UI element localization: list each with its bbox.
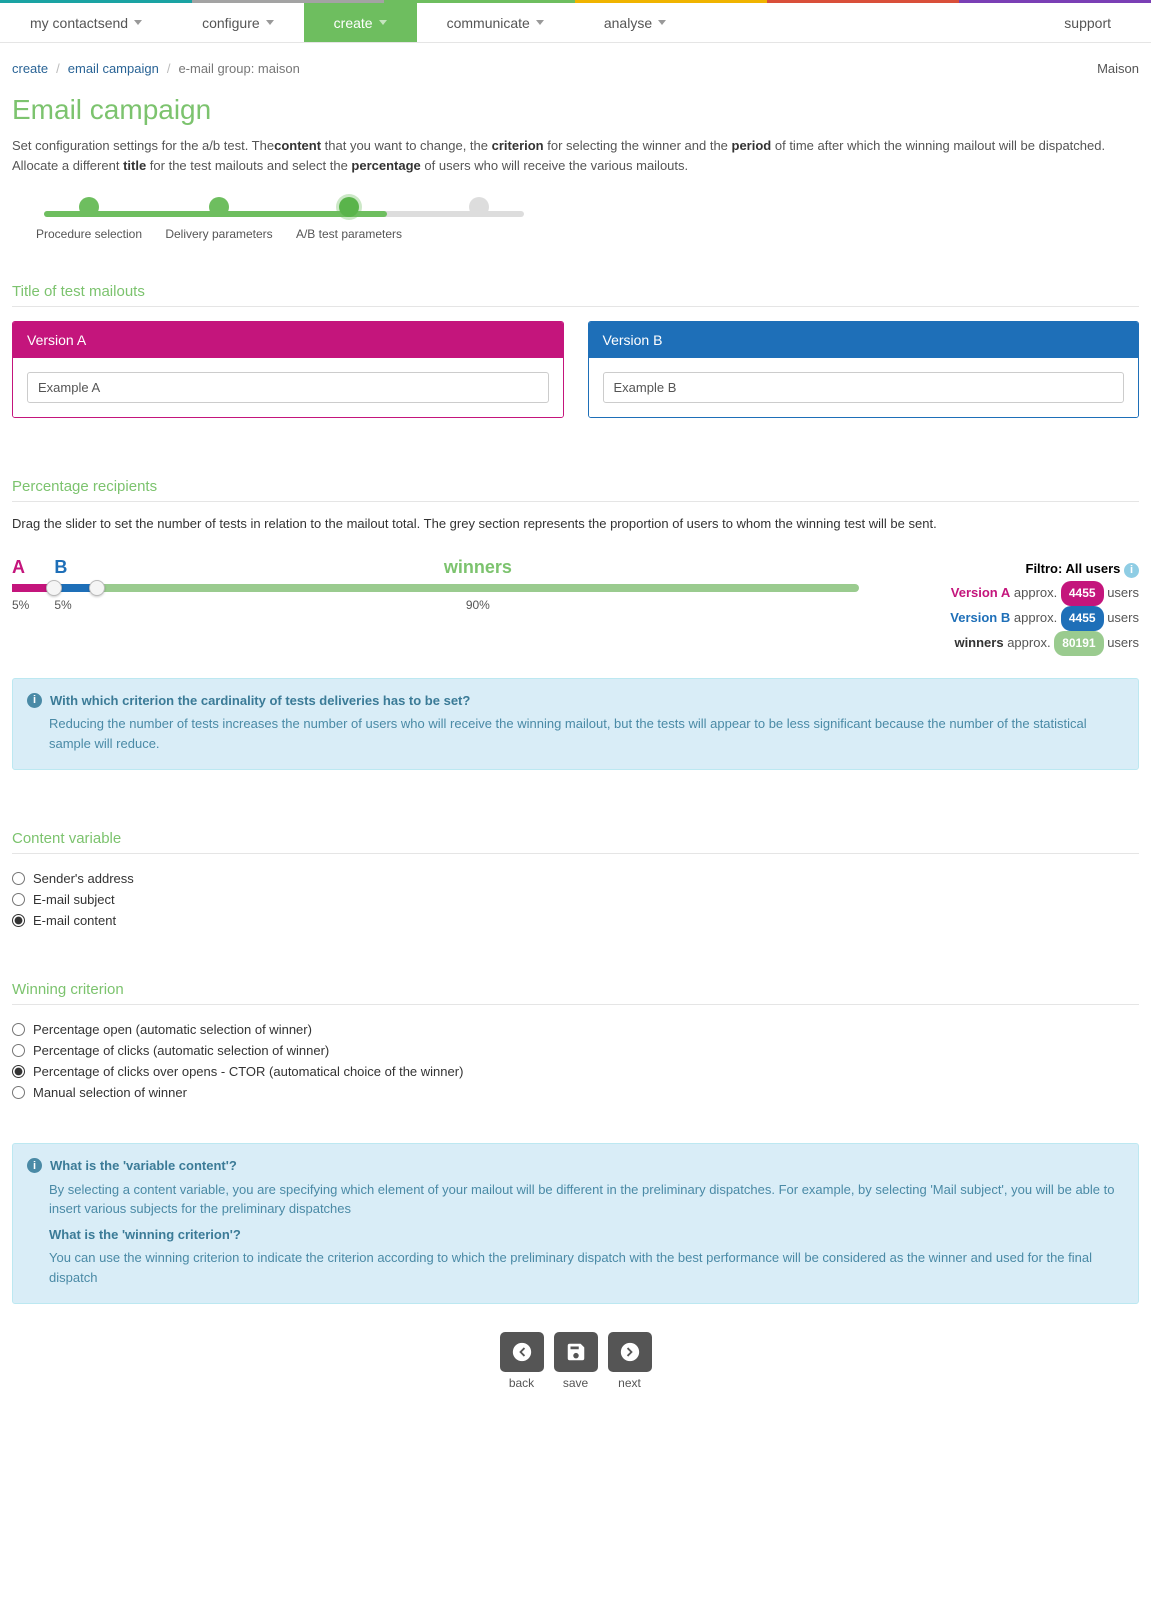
info-icon: i	[27, 1158, 42, 1173]
caret-down-icon	[266, 20, 274, 25]
breadcrumb-current: e-mail group: maison	[178, 61, 299, 76]
version-a-input[interactable]	[27, 372, 549, 403]
slider-pct-a: 5%	[12, 598, 54, 612]
info-icon[interactable]: i	[1124, 563, 1139, 578]
content-variable-radio[interactable]	[12, 914, 25, 927]
chevron-right-circle-icon	[619, 1341, 641, 1363]
content-variable-label: E-mail content	[33, 913, 116, 928]
breadcrumb: create / email campaign / e-mail group: …	[12, 61, 300, 76]
save-button[interactable]	[554, 1332, 598, 1372]
next-label: next	[618, 1376, 641, 1390]
back-label: back	[509, 1376, 534, 1390]
section-winning-criterion: Winning criterion	[12, 981, 1139, 998]
section-title-mailouts: Title of test mailouts	[12, 283, 1139, 300]
step-4	[414, 197, 544, 243]
breadcrumb-create[interactable]: create	[12, 61, 48, 76]
content-variable-option[interactable]: E-mail content	[12, 910, 1139, 931]
stats-row: Version B approx. 4455 users	[879, 606, 1139, 631]
winning-criterion-label: Percentage of clicks (automatic selectio…	[33, 1043, 329, 1058]
info-criterion-box: iWith which criterion the cardinality of…	[12, 678, 1139, 771]
main-nav: my contactsend configure create communic…	[0, 3, 1151, 43]
section-content-variable: Content variable	[12, 830, 1139, 847]
caret-down-icon	[658, 20, 666, 25]
winning-criterion-label: Manual selection of winner	[33, 1085, 187, 1100]
content-variable-option[interactable]: Sender's address	[12, 868, 1139, 889]
slider-pct-winners: 90%	[97, 598, 859, 612]
winning-criterion-radio[interactable]	[12, 1086, 25, 1099]
page-title: Email campaign	[12, 94, 1139, 126]
caret-down-icon	[536, 20, 544, 25]
back-button[interactable]	[500, 1332, 544, 1372]
stats-row: Version A approx. 4455 users	[879, 581, 1139, 606]
section-pct-recipients: Percentage recipients	[12, 478, 1139, 495]
breadcrumb-row: create / email campaign / e-mail group: …	[12, 53, 1139, 90]
pct-desc: Drag the slider to set the number of tes…	[12, 516, 1139, 531]
content-variable-radio[interactable]	[12, 893, 25, 906]
caret-down-icon	[134, 20, 142, 25]
version-a-header: Version A	[13, 322, 563, 358]
nav-configure[interactable]: configure	[172, 3, 304, 42]
slider-track[interactable]	[12, 584, 859, 592]
version-b-card: Version B	[588, 321, 1140, 418]
winning-criterion-radio[interactable]	[12, 1065, 25, 1078]
content-variable-list: Sender's address E-mail subject E-mail con…	[12, 868, 1139, 931]
slider-pct-b: 5%	[54, 598, 96, 612]
slider-handle-a[interactable]	[46, 580, 62, 596]
slider-label-winners: winners	[97, 557, 859, 578]
step-3[interactable]: A/B test parameters	[284, 197, 414, 243]
step-1[interactable]: Procedure selection	[24, 197, 154, 243]
nav-my-contactsend[interactable]: my contactsend	[0, 3, 172, 42]
info-icon: i	[27, 693, 42, 708]
step-2[interactable]: Delivery parameters	[154, 197, 284, 243]
version-b-header: Version B	[589, 322, 1139, 358]
nav-communicate[interactable]: communicate	[417, 3, 574, 42]
stats-panel: Filtro: All users i Version A approx. 44…	[879, 557, 1139, 656]
footer-buttons: back save next	[12, 1332, 1139, 1390]
slider-area: A B winners 5% 5% 90%	[12, 557, 859, 612]
winning-criterion-option[interactable]: Manual selection of winner	[12, 1082, 1139, 1103]
next-button[interactable]	[608, 1332, 652, 1372]
slider-label-a: A	[12, 557, 54, 578]
versions-row: Version A Version B	[12, 321, 1139, 418]
content-variable-radio[interactable]	[12, 872, 25, 885]
slider-handle-b[interactable]	[89, 580, 105, 596]
stats-row: winners approx. 80191 users	[879, 631, 1139, 656]
chevron-left-circle-icon	[511, 1341, 533, 1363]
save-label: save	[563, 1376, 588, 1390]
intro-text: Set configuration settings for the a/b t…	[12, 136, 1139, 175]
content-variable-label: E-mail subject	[33, 892, 115, 907]
nav-analyse[interactable]: analyse	[574, 3, 696, 42]
winning-criterion-label: Percentage of clicks over opens - CTOR (…	[33, 1064, 463, 1079]
winning-criterion-radio[interactable]	[12, 1044, 25, 1057]
breadcrumb-email-campaign[interactable]: email campaign	[68, 61, 159, 76]
winning-criterion-option[interactable]: Percentage of clicks (automatic selectio…	[12, 1040, 1139, 1061]
winning-criterion-list: Percentage open (automatic selection of …	[12, 1019, 1139, 1103]
caret-down-icon	[379, 20, 387, 25]
nav-support[interactable]: support	[1034, 3, 1151, 42]
info-help-box: iWhat is the 'variable content'? By sele…	[12, 1143, 1139, 1304]
winning-criterion-option[interactable]: Percentage open (automatic selection of …	[12, 1019, 1139, 1040]
save-icon	[565, 1341, 587, 1363]
slider-label-b: B	[54, 557, 96, 578]
step-wizard: Procedure selection Delivery parameters …	[24, 197, 544, 243]
winning-criterion-radio[interactable]	[12, 1023, 25, 1036]
nav-create[interactable]: create	[304, 3, 417, 42]
content-variable-label: Sender's address	[33, 871, 134, 886]
version-a-card: Version A	[12, 321, 564, 418]
account-label: Maison	[1097, 61, 1139, 76]
content-variable-option[interactable]: E-mail subject	[12, 889, 1139, 910]
winning-criterion-label: Percentage open (automatic selection of …	[33, 1022, 312, 1037]
version-b-input[interactable]	[603, 372, 1125, 403]
winning-criterion-option[interactable]: Percentage of clicks over opens - CTOR (…	[12, 1061, 1139, 1082]
stats-filtro: Filtro: All users	[1026, 561, 1121, 576]
